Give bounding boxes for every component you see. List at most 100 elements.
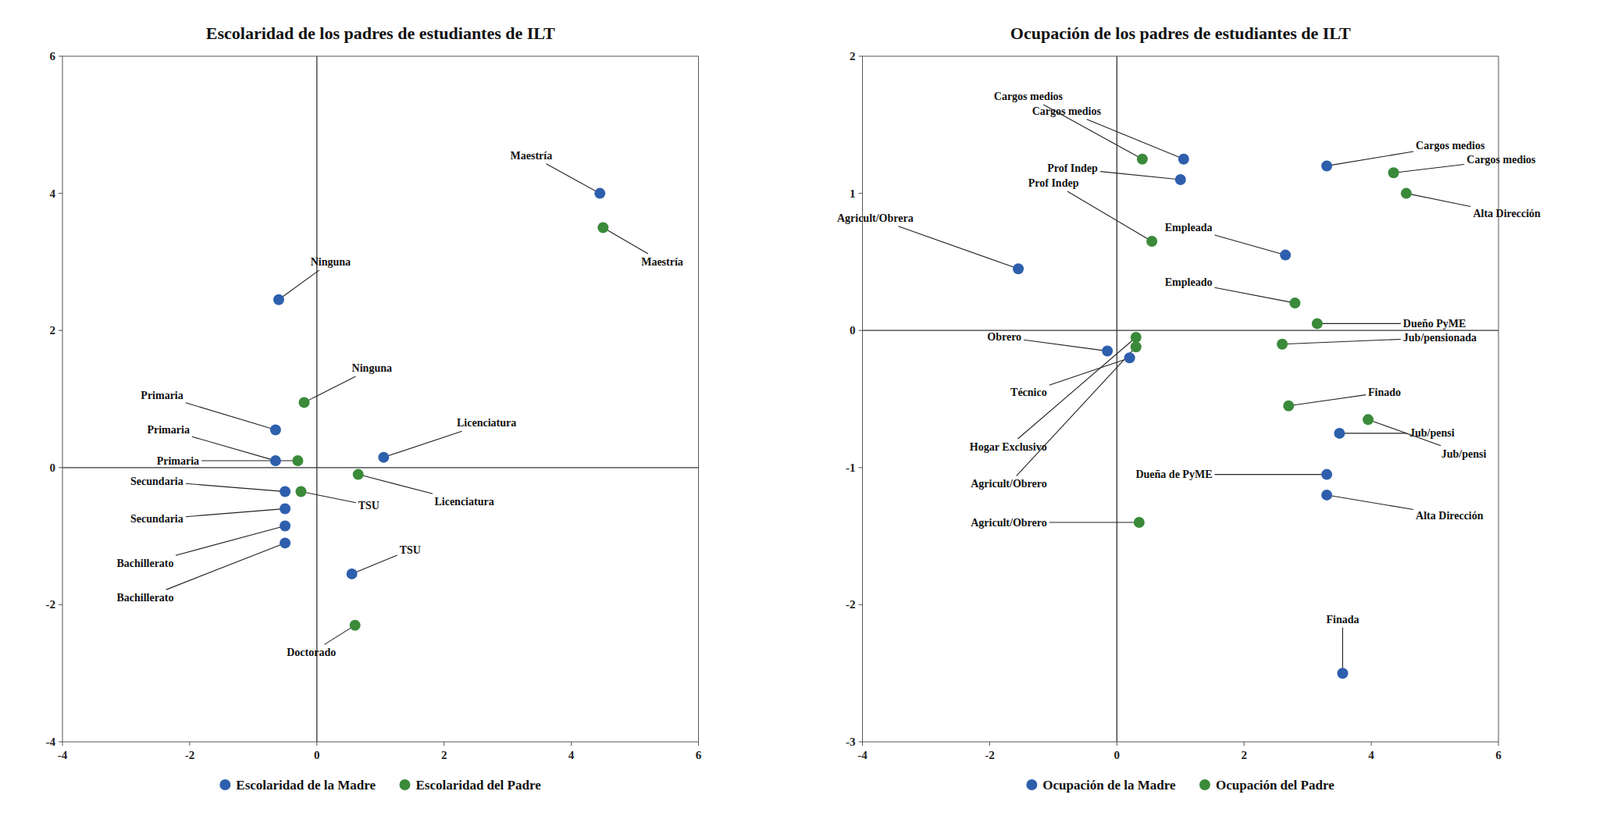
point-label: Obrero [987, 331, 1022, 343]
point-label: Prof Indep [1028, 177, 1080, 189]
leader-line [1086, 119, 1181, 158]
y-tick [858, 192, 863, 194]
legend-item: Escolaridad del Padre [399, 777, 542, 793]
leader-line [1100, 171, 1177, 180]
legend-swatch [219, 779, 231, 791]
legend-item: Ocupación del Padre [1199, 777, 1335, 793]
leader-line [166, 544, 282, 590]
y-tick [858, 466, 863, 468]
leader-line [281, 270, 320, 298]
scatter-point [1146, 235, 1158, 247]
legend-label: Ocupación del Padre [1215, 777, 1335, 793]
point-label: Primaria [146, 424, 189, 436]
point-label: Bachillerato [116, 591, 174, 604]
y-tick [58, 741, 63, 743]
y-tick-label: -2 [845, 598, 856, 611]
scatter-point [1333, 427, 1345, 439]
y-tick-label: 1 [849, 187, 856, 200]
y-tick [58, 466, 63, 468]
leader-line [545, 163, 596, 192]
scatter-point [273, 294, 285, 306]
leader-line [185, 509, 282, 517]
scatter-point [1012, 263, 1024, 275]
scatter-point [1400, 188, 1412, 200]
y-tick [58, 192, 63, 194]
y-tick-label: -3 [845, 735, 856, 749]
leader-line [1321, 323, 1401, 325]
scatter-point [1178, 153, 1190, 165]
legend-label: Escolaridad del Padre [415, 777, 542, 793]
legend-label: Escolaridad de la Madre [235, 777, 376, 793]
leader-lines [166, 163, 649, 645]
scatter-point [1175, 174, 1187, 186]
points [1012, 153, 1412, 680]
point-label: TSU [399, 544, 421, 556]
leader-line [897, 226, 1015, 268]
leader-line [1214, 287, 1291, 303]
point-label: Ninguna [310, 256, 351, 268]
x-tick [1116, 741, 1118, 746]
scatter-point [1321, 489, 1333, 501]
scatter-point [279, 520, 291, 531]
x-tick-label: -2 [185, 748, 196, 762]
point-label: Cargos medios [994, 90, 1064, 103]
leader-line [606, 229, 649, 254]
leader-lines [897, 104, 1471, 670]
point-label: Licenciatura [434, 495, 494, 508]
point-label: TSU [358, 499, 380, 512]
point-label: Cargos medios [1466, 153, 1536, 166]
leader-line [387, 431, 463, 457]
legend-swatch [1026, 779, 1037, 791]
point-label: Finado [1368, 386, 1401, 399]
scatter-point [349, 620, 361, 631]
legend: Ocupación de la MadreOcupación del Padre [1026, 777, 1335, 793]
scatter-point [1321, 469, 1333, 481]
point-label: Jub/pensionada [1403, 331, 1477, 344]
zero-line [1116, 56, 1118, 742]
point-label: Primaria [140, 389, 183, 402]
point-label: Cargos medios [1032, 105, 1102, 118]
x-tick [1498, 741, 1500, 746]
x-tick [862, 741, 863, 746]
legend-swatch [399, 779, 410, 791]
point-label: Bachillerato [116, 557, 174, 570]
y-tick-label: 0 [849, 324, 856, 337]
y-tick [858, 741, 863, 743]
y-tick [58, 330, 63, 332]
leader-line [185, 402, 272, 429]
leader-line [304, 492, 356, 503]
scatter-point [1388, 167, 1400, 179]
zero-line [862, 330, 1500, 332]
point-label: Secundaria [130, 513, 184, 525]
x-tick-label: 4 [1368, 748, 1375, 762]
scatter-point [1136, 153, 1148, 165]
point-label: Jub/pensi [1441, 448, 1487, 460]
leader-line [307, 376, 357, 401]
scatter-point [279, 486, 291, 498]
x-tick [570, 741, 572, 746]
x-tick [698, 741, 699, 746]
scatter-point [1311, 317, 1323, 329]
point-label: Finada [1325, 613, 1359, 626]
figure: -4-20246-4-20246Escolaridad de los padre… [0, 0, 1600, 816]
x-tick [989, 741, 991, 746]
x-tick-label: 2 [1240, 748, 1248, 762]
y-tick [858, 330, 863, 332]
plot-frame [62, 56, 699, 742]
leader-line [324, 627, 352, 645]
point-label: Dueño PyME [1403, 317, 1467, 330]
leader-line [1214, 235, 1282, 254]
scatter-point [279, 537, 291, 549]
leader-line [1330, 495, 1414, 510]
y-tick-label: -2 [46, 598, 57, 611]
point-label: Agricult/Obrero [970, 477, 1047, 490]
zero-line [62, 466, 699, 468]
point-label: Ninguna [352, 362, 392, 375]
point-label: Maestría [641, 256, 684, 268]
y-tick-label: 2 [49, 324, 57, 337]
scatter-point [1130, 331, 1142, 343]
x-tick-label: -4 [857, 748, 868, 762]
point-labels: Ninguna Primaria Primaria Licenciatura Secun… [116, 149, 683, 660]
x-tick-label: 6 [1495, 748, 1502, 762]
leader-line [1286, 338, 1401, 344]
